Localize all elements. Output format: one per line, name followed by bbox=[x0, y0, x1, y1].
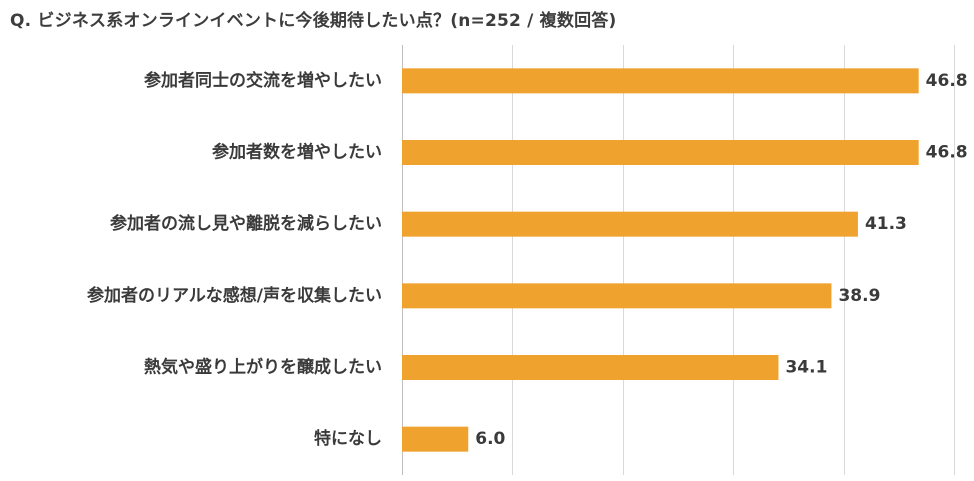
bar bbox=[402, 211, 858, 237]
gridlines bbox=[402, 45, 955, 475]
data-label: 46.8 bbox=[926, 71, 968, 91]
bar bbox=[402, 283, 832, 309]
bar bbox=[402, 68, 919, 94]
data-label: 41.3 bbox=[865, 214, 907, 234]
data-label: 38.9 bbox=[838, 286, 880, 306]
category-label: 参加者数を増やしたい bbox=[212, 142, 382, 163]
category-labels: 参加者同士の交流を増やしたい参加者数を増やしたい参加者の流し見や離脱を減らしたい… bbox=[87, 70, 382, 449]
data-label: 6.0 bbox=[475, 429, 505, 449]
category-label: 参加者の流し見や離脱を減らしたい bbox=[110, 213, 382, 234]
data-label: 34.1 bbox=[785, 358, 827, 378]
value-labels: 46.8 46.8 41.3 38.9 34.1 6.0 bbox=[475, 71, 967, 449]
category-label: 熱気や盛り上がりを醸成したい bbox=[144, 357, 382, 378]
bar bbox=[402, 140, 919, 165]
category-label: 参加者同士の交流を増やしたい bbox=[144, 70, 382, 91]
bars bbox=[402, 68, 919, 452]
data-label: 46.8 bbox=[926, 143, 968, 163]
category-label: 参加者のリアルな感想/声を収集したい bbox=[87, 285, 382, 306]
bar bbox=[402, 355, 779, 380]
chart-title: Q. ビジネス系オンラインイベントに今後期待したい点？(n=252 / 複数回答… bbox=[10, 11, 617, 31]
category-label: 特になし bbox=[314, 428, 382, 449]
bar bbox=[402, 426, 469, 452]
